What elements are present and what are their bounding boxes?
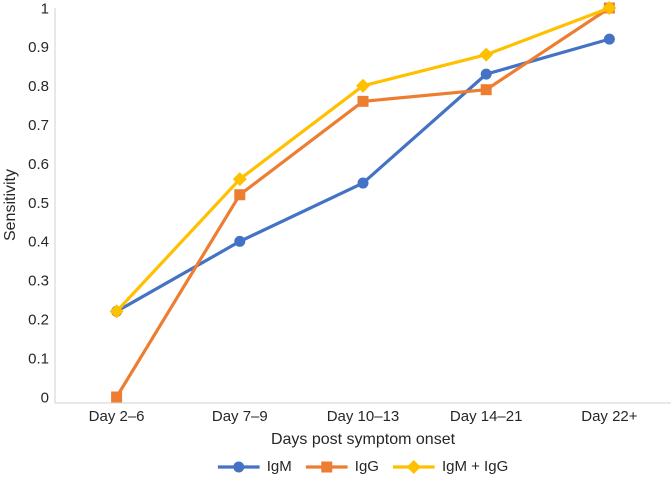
data-point-IgM-5 [603, 33, 615, 45]
series-IgG [111, 2, 615, 403]
data-point-IgM+IgG-1 [109, 304, 124, 319]
legend-label: IgG [354, 458, 379, 475]
data-point-IgM-4 [480, 68, 492, 80]
y-tick-label-0.2: 0.2 [28, 311, 49, 328]
data-point-IgG-2 [234, 189, 246, 201]
data-point-IgM+IgG-5 [602, 1, 617, 15]
x-category-label-3: Day 10–13 [327, 408, 400, 425]
y-tick-label-0.6: 0.6 [28, 156, 49, 173]
data-point-IgG-1 [111, 391, 123, 403]
data-point-IgM+IgG-4 [479, 47, 494, 62]
y-tick-label-0.8: 0.8 [28, 78, 49, 95]
y-tick-label-0.9: 0.9 [28, 39, 49, 56]
legend-item-IgM: IgM [217, 458, 292, 475]
y-tick-label-0.5: 0.5 [28, 195, 49, 212]
legend-marker-shape [233, 461, 245, 472]
data-point-IgG-3 [357, 95, 369, 107]
data-point-IgM+IgG-2 [232, 172, 247, 187]
legend-marker-diamond-icon [392, 459, 435, 474]
y-tick-label-0.4: 0.4 [28, 234, 49, 251]
x-category-label-2: Day 7–9 [212, 408, 268, 425]
legend-marker-shape [406, 459, 421, 474]
y-tick-label-1: 1 [41, 0, 49, 17]
series-IgM+IgG [109, 1, 617, 319]
series-IgM [111, 33, 615, 317]
legend-item-IgG: IgG [305, 458, 379, 475]
y-tick-label-0.7: 0.7 [28, 117, 49, 134]
legend-label: IgM + IgG [441, 458, 509, 475]
series-line-IgG [114, 6, 612, 399]
legend-label: IgM [266, 458, 292, 475]
legend-marker-shape [321, 461, 333, 472]
y-tick-label-0.3: 0.3 [28, 273, 49, 290]
series-line-IgM+IgG [114, 6, 612, 314]
data-point-IgM-2 [234, 235, 246, 247]
x-axis-title: Days post symptom onset [270, 431, 456, 448]
y-tick-label-0.1: 0.1 [28, 350, 49, 367]
data-point-IgM+IgG-3 [356, 78, 370, 93]
data-point-IgG-4 [480, 84, 492, 96]
x-category-label-1: Day 2–6 [89, 408, 145, 425]
legend-marker-square-icon [305, 461, 348, 472]
y-tick-label-0: 0 [41, 389, 49, 406]
y-axis-title: Sensitivity [2, 168, 19, 242]
legend-item-IgM+IgG: IgM + IgG [392, 458, 509, 475]
legend: IgM IgG IgM + IgG [217, 458, 509, 475]
data-point-IgM-3 [357, 177, 369, 189]
x-category-label-4: Day 14–21 [450, 408, 523, 425]
legend-marker-circle-icon [217, 461, 260, 472]
x-category-label-5: Day 22+ [581, 408, 638, 425]
